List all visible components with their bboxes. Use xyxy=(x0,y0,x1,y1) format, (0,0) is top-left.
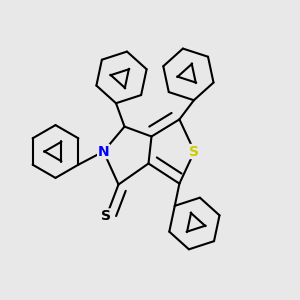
Text: S: S xyxy=(189,145,200,158)
Text: N: N xyxy=(98,145,109,158)
Text: S: S xyxy=(101,209,112,223)
